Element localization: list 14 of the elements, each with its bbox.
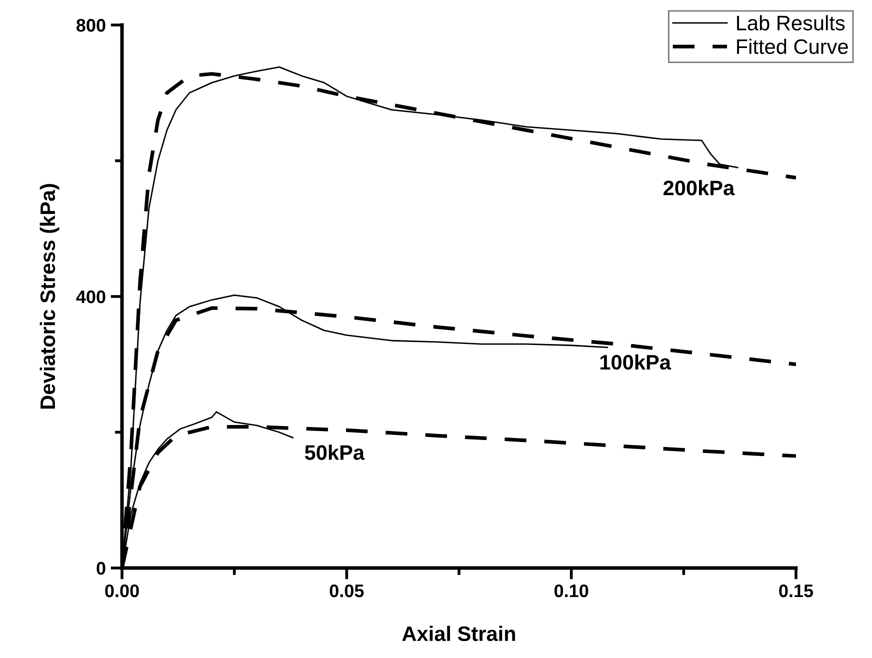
x-tick-label: 0.00 (105, 584, 139, 598)
x-tick-label: 0.15 (779, 584, 814, 598)
x-axis-title: Axial Strain (402, 626, 516, 642)
x-tick-label: 0.05 (330, 584, 364, 598)
y-tick-label: 400 (76, 290, 106, 304)
y-axis-title: Deviatoric Stress (kPa) (40, 184, 60, 409)
y-tick-label: 0 (96, 562, 106, 575)
legend-label: Fitted Curve (737, 38, 848, 54)
legend-label: Lab Results (737, 15, 845, 30)
annotation: 200kPa (664, 180, 735, 196)
x-tick-label: 0.10 (554, 584, 588, 598)
annotation: 50kPa (304, 444, 365, 460)
annotation: 100kPa (600, 354, 672, 370)
y-tick-label: 800 (76, 18, 106, 32)
